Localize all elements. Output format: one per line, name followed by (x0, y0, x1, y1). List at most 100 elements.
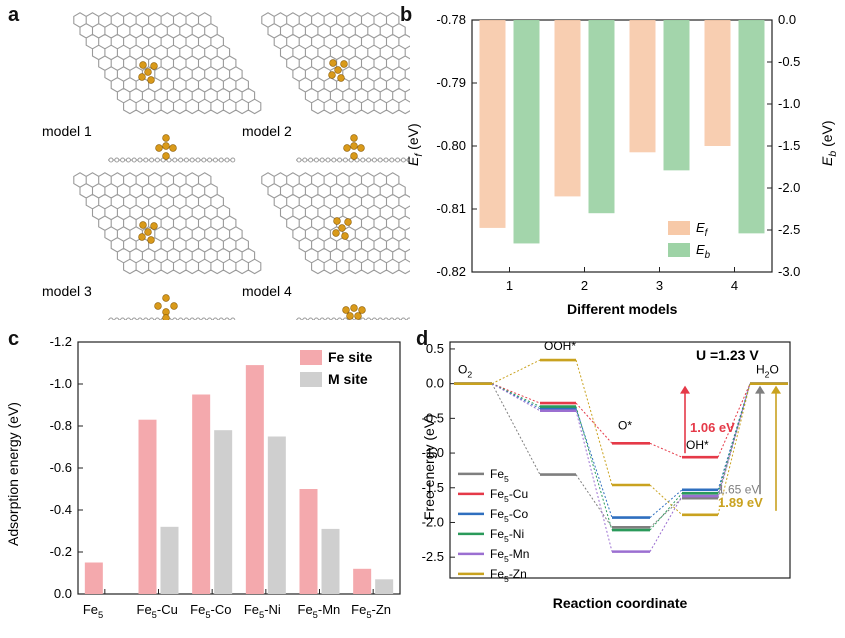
step-label: H2O (756, 363, 779, 380)
y-axis-label-left: Ef (eV) (405, 123, 425, 166)
graphene-sheet (73, 172, 262, 275)
fe-atom (341, 232, 349, 240)
fe-atom (147, 76, 155, 84)
fe-atom (150, 62, 158, 70)
carbon-atom (108, 317, 114, 320)
fe-atom (337, 74, 345, 82)
carbon-atom (195, 317, 201, 320)
xtick-label: 4 (731, 278, 738, 293)
carbon-atom (154, 317, 160, 320)
carbon-atom (383, 157, 389, 163)
chart-c: 0.0 -0.2 -0.4 -0.6 -0.8 -1.0 -1.2 Fe5 Fe5-Cu Fe5-… (5, 334, 401, 620)
legend-label: Eb (696, 242, 711, 261)
x-axis-label: Different models (567, 301, 678, 317)
carbon-atom (319, 157, 325, 163)
fe-atom-side (350, 142, 358, 150)
connector (491, 383, 541, 412)
legend-label: Fe5-Ni (490, 527, 524, 544)
bar-Ef (704, 20, 731, 146)
chart-b: -0.78 -0.79 -0.80 -0.81 -0.82 0.0 -0.5 -1.0 -1.5… (405, 12, 839, 317)
bar-fe-site (138, 419, 157, 594)
ytick-left-label: -0.80 (436, 138, 466, 153)
ytick-left-label: -0.79 (436, 75, 466, 90)
connector (649, 489, 683, 518)
connector (717, 383, 751, 497)
fe-atom (144, 228, 152, 236)
ytick-label: -0.5 (422, 410, 444, 425)
carbon-atom (149, 317, 155, 320)
connector (649, 492, 683, 531)
arrowhead (680, 385, 690, 394)
carbon-atom (172, 157, 178, 163)
xtick-label: 2 (581, 278, 588, 293)
carbon-atom (224, 317, 230, 320)
bar-fe-site (192, 394, 211, 594)
plot-frame (449, 341, 791, 579)
fe-atom (332, 229, 340, 237)
fe-atom-side (155, 144, 163, 152)
fe-atom (340, 60, 348, 68)
xtick-label: Fe5 (83, 602, 103, 620)
ytick-label: -0.4 (50, 502, 72, 517)
x-axis-label: Reaction coordinate (553, 595, 688, 611)
bar-fe-site (299, 489, 318, 594)
y-axis-label-right: Eb (eV) (819, 120, 839, 166)
carbon-atom (371, 317, 377, 320)
legend-label: Fe5-Mn (490, 547, 529, 564)
fe-atom (138, 233, 146, 241)
fe-atom-side (162, 314, 170, 320)
connector (575, 410, 613, 552)
bar-fe-site (245, 365, 264, 594)
carbon-atom (325, 317, 331, 320)
carbon-atom (366, 157, 372, 163)
connector (649, 497, 683, 528)
xtick-label: Fe5-Mn (298, 602, 341, 620)
annotation-1-06: 1.06 eV (690, 420, 735, 435)
bar-m-site (267, 436, 286, 594)
connector (717, 383, 751, 458)
connector (717, 383, 751, 494)
connector (649, 495, 683, 552)
carbon-atom (308, 157, 314, 163)
carbon-atom (313, 157, 319, 163)
fe-atom-side (350, 304, 358, 312)
carbon-atom (114, 317, 120, 320)
carbon-atom (224, 157, 230, 163)
connector (575, 402, 613, 444)
carbon-atom (342, 317, 348, 320)
carbon-atom (125, 317, 131, 320)
carbon-atom (120, 157, 126, 163)
carbon-atom (137, 317, 143, 320)
connector (575, 406, 613, 531)
connector (491, 383, 541, 404)
carbon-atom (366, 317, 372, 320)
carbon-atom (212, 317, 218, 320)
carbon-atom (143, 157, 149, 163)
ytick-right-label: -2.0 (778, 180, 800, 195)
connector (717, 383, 751, 515)
ytick-label: 0.0 (54, 586, 72, 601)
carbon-atom (201, 157, 207, 163)
bar-Ef (554, 20, 581, 197)
carbon-atom (207, 157, 213, 163)
carbon-atom (183, 157, 189, 163)
ytick-label: -0.8 (50, 418, 72, 433)
ytick-right-label: -0.5 (778, 54, 800, 69)
carbon-atom (154, 157, 160, 163)
model-label: model 1 (42, 123, 92, 139)
fe-atom (147, 236, 155, 244)
legend-swatch (300, 372, 322, 387)
bar-m-site (375, 579, 394, 594)
fe-atom-side (162, 142, 170, 150)
connector (717, 383, 751, 490)
bar-m-site (160, 526, 179, 594)
connector (491, 383, 541, 475)
legend-label: M site (328, 371, 368, 387)
xtick-label: 3 (656, 278, 663, 293)
carbon-atom (377, 317, 383, 320)
carbon-atom (189, 157, 195, 163)
fe-atom (150, 222, 158, 230)
legend-label: Fe5-Co (490, 507, 528, 524)
ytick-label: -1.0 (50, 376, 72, 391)
carbon-atom (302, 157, 308, 163)
